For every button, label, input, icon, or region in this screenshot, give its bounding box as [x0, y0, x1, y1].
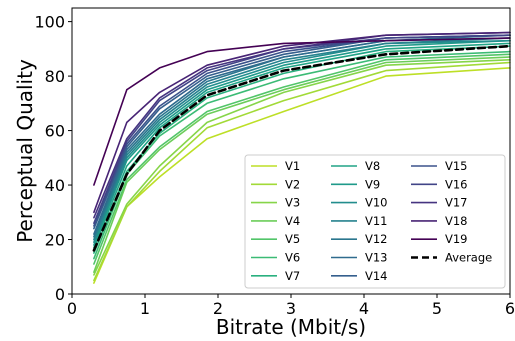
- legend-label-v13: V13: [365, 251, 388, 265]
- legend: V1 V2 V3 V4 V5 V6 V7 V8 V9 V10 V11 V12 V13 V14 V15 V16 V…: [244, 154, 506, 289]
- x-tick-label: 4: [359, 299, 369, 318]
- legend-label-v1: V1: [285, 159, 300, 173]
- legend-label-v11: V11: [365, 214, 388, 228]
- x-axis-title: Bitrate (Mbit/s): [216, 315, 366, 339]
- legend-label-v15: V15: [445, 159, 468, 173]
- x-axis-ticks: 0 1 2 3 4 5 6: [67, 294, 515, 318]
- legend-label-v12: V12: [365, 232, 388, 246]
- x-tick-label: 6: [505, 299, 515, 318]
- series-line-average: [92, 44, 512, 252]
- legend-label-v14: V14: [365, 269, 388, 283]
- plot-lines: [92, 31, 512, 284]
- legend-label-v16: V16: [445, 177, 468, 191]
- y-tick-label: 80: [45, 67, 65, 86]
- x-tick-label: 5: [432, 299, 442, 318]
- x-tick-label: 3: [286, 299, 296, 318]
- legend-label-v9: V9: [365, 177, 380, 191]
- y-axis-title: Perceptual Quality: [13, 59, 37, 243]
- y-tick-label: 100: [34, 13, 65, 32]
- y-tick-label: 40: [45, 176, 65, 195]
- series-line-v8: [93, 42, 511, 249]
- legend-label-v8: V8: [365, 159, 380, 173]
- legend-label-v19: V19: [445, 232, 468, 246]
- legend-label-v4: V4: [285, 214, 300, 228]
- series-line-v11: [93, 37, 511, 241]
- series-line-v19: [93, 37, 511, 186]
- series-line-v3: [93, 58, 511, 276]
- y-tick-label: 0: [55, 285, 65, 304]
- y-tick-label: 20: [45, 231, 65, 250]
- series-line-v16: [93, 34, 511, 224]
- x-tick-label: 0: [67, 299, 77, 318]
- legend-label-v17: V17: [445, 196, 468, 210]
- legend-label-v2: V2: [285, 177, 300, 191]
- legend-label-v3: V3: [285, 196, 300, 210]
- legend-label-average: Average: [445, 251, 492, 265]
- series-line-v5: [93, 53, 511, 265]
- y-tick-label: 60: [45, 122, 65, 141]
- x-tick-label: 1: [140, 299, 150, 318]
- y-axis-ticks: 0 20 40 60 80 100: [34, 13, 72, 304]
- legend-box: [244, 154, 506, 289]
- series-line-v4: [93, 56, 511, 274]
- series-line-v2: [93, 61, 511, 282]
- x-tick-label: 2: [213, 299, 223, 318]
- legend-label-v7: V7: [285, 269, 300, 283]
- legend-label-v6: V6: [285, 251, 300, 265]
- legend-label-v18: V18: [445, 214, 468, 228]
- legend-label-v5: V5: [285, 232, 300, 246]
- legend-label-v10: V10: [365, 196, 388, 210]
- series-line-v18: [93, 31, 511, 214]
- series-line-v7: [93, 45, 511, 254]
- series-line-v9: [93, 39, 511, 246]
